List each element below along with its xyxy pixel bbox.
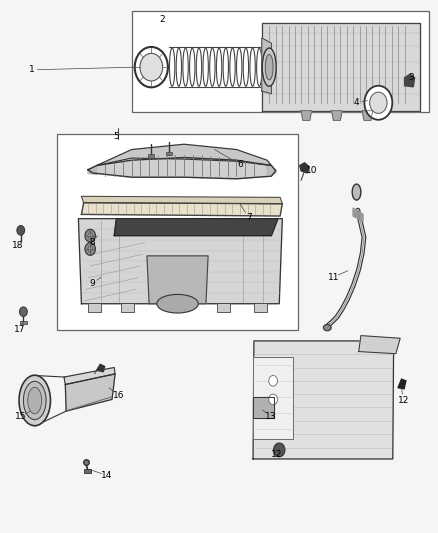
- Polygon shape: [332, 111, 342, 120]
- Polygon shape: [253, 357, 293, 439]
- Ellipse shape: [183, 48, 188, 86]
- Ellipse shape: [19, 375, 50, 426]
- Polygon shape: [147, 256, 208, 304]
- Ellipse shape: [196, 48, 201, 86]
- Ellipse shape: [323, 325, 331, 331]
- Circle shape: [364, 86, 392, 120]
- Bar: [254, 303, 267, 312]
- Ellipse shape: [223, 48, 229, 86]
- Text: 18: 18: [11, 241, 23, 250]
- Ellipse shape: [170, 48, 175, 86]
- Polygon shape: [253, 341, 394, 459]
- Circle shape: [274, 443, 285, 457]
- Polygon shape: [78, 219, 283, 304]
- Circle shape: [85, 229, 95, 242]
- Text: 11: 11: [328, 273, 339, 281]
- Polygon shape: [301, 111, 311, 120]
- Ellipse shape: [237, 48, 242, 86]
- Polygon shape: [262, 38, 272, 94]
- Text: 12: 12: [271, 450, 283, 459]
- Bar: [88, 303, 101, 312]
- Circle shape: [88, 246, 92, 252]
- Ellipse shape: [230, 48, 235, 86]
- Polygon shape: [114, 219, 278, 236]
- Text: 7: 7: [246, 213, 251, 222]
- Circle shape: [88, 233, 92, 238]
- Bar: [20, 321, 27, 324]
- Polygon shape: [64, 368, 115, 384]
- Ellipse shape: [243, 48, 249, 86]
- Text: 6: 6: [237, 160, 243, 169]
- Ellipse shape: [190, 48, 195, 86]
- Text: 14: 14: [101, 471, 112, 480]
- Text: 12: 12: [398, 396, 409, 405]
- Ellipse shape: [265, 54, 273, 80]
- Polygon shape: [97, 144, 272, 165]
- Polygon shape: [405, 74, 415, 87]
- Bar: [121, 303, 134, 312]
- Text: 10: 10: [306, 166, 317, 175]
- Circle shape: [135, 47, 168, 87]
- Bar: [148, 155, 154, 158]
- Circle shape: [370, 92, 387, 114]
- Polygon shape: [398, 379, 406, 389]
- Polygon shape: [81, 203, 283, 216]
- Ellipse shape: [157, 294, 198, 313]
- Polygon shape: [88, 158, 276, 179]
- Polygon shape: [262, 23, 420, 111]
- Circle shape: [269, 375, 278, 386]
- Circle shape: [19, 307, 27, 317]
- Polygon shape: [81, 196, 283, 204]
- Ellipse shape: [210, 48, 215, 86]
- Text: 1: 1: [29, 66, 35, 74]
- Text: 8: 8: [89, 238, 95, 247]
- Text: 5: 5: [113, 132, 119, 141]
- Polygon shape: [65, 374, 115, 411]
- Circle shape: [85, 243, 95, 255]
- Circle shape: [140, 53, 162, 81]
- Polygon shape: [88, 165, 97, 174]
- Text: 4: 4: [354, 98, 359, 107]
- Polygon shape: [300, 163, 309, 173]
- Ellipse shape: [250, 48, 255, 86]
- Circle shape: [17, 225, 25, 235]
- Bar: [84, 469, 91, 473]
- Bar: [217, 303, 230, 312]
- Ellipse shape: [28, 387, 42, 414]
- Ellipse shape: [216, 48, 222, 86]
- Polygon shape: [359, 336, 400, 354]
- Polygon shape: [362, 111, 373, 120]
- Polygon shape: [353, 208, 363, 221]
- Ellipse shape: [257, 48, 262, 86]
- Polygon shape: [267, 165, 276, 174]
- Ellipse shape: [23, 381, 46, 419]
- Ellipse shape: [203, 48, 208, 86]
- Polygon shape: [97, 365, 105, 372]
- Text: 3: 3: [408, 73, 414, 82]
- Circle shape: [269, 394, 278, 405]
- Text: 13: 13: [265, 412, 276, 421]
- Text: 2: 2: [159, 15, 165, 24]
- Bar: [132, 11, 428, 112]
- Bar: [166, 152, 172, 155]
- Ellipse shape: [352, 184, 361, 200]
- Text: 16: 16: [113, 391, 124, 400]
- Bar: [57, 134, 297, 330]
- Ellipse shape: [262, 48, 276, 86]
- Text: 9: 9: [89, 279, 95, 288]
- Ellipse shape: [176, 48, 181, 86]
- Polygon shape: [253, 397, 274, 418]
- Text: 15: 15: [14, 412, 26, 421]
- Text: 17: 17: [14, 325, 26, 334]
